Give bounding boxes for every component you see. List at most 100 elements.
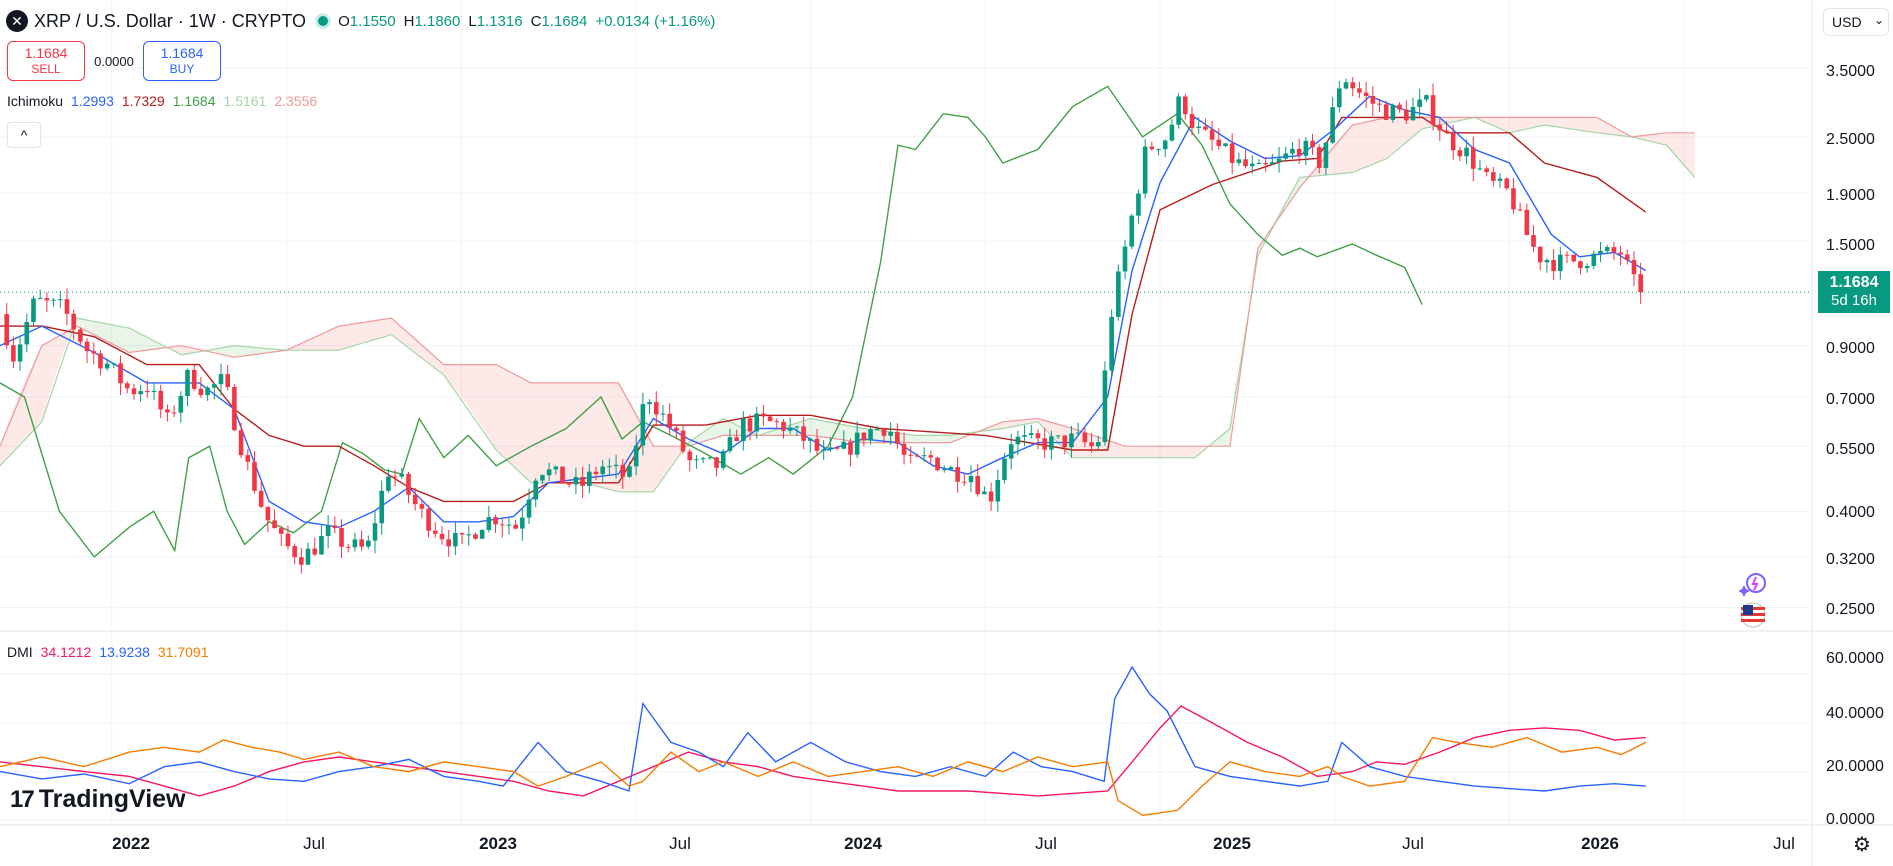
candle-down: [1491, 172, 1496, 181]
candle-down: [560, 466, 565, 484]
candle-up: [1002, 458, 1007, 480]
tradingview-logo[interactable]: 17 TradingView: [10, 785, 186, 814]
candle-up: [1330, 107, 1335, 143]
candle-down: [1363, 92, 1369, 96]
sell-button[interactable]: 1.1684 SELL: [7, 41, 85, 81]
candle-up: [968, 475, 974, 483]
candle-up: [486, 517, 492, 531]
candle-up: [1591, 253, 1597, 267]
candle-down: [1611, 247, 1617, 253]
candle-down: [1511, 188, 1516, 210]
dmi-legend[interactable]: DMI 34.1212 13.9238 31.7091: [7, 644, 209, 660]
candle-up: [1022, 435, 1027, 437]
ichimoku-cloud: [0, 117, 1695, 492]
candle-down: [848, 441, 853, 455]
collapse-legend-button[interactable]: ^: [7, 122, 41, 148]
candle-down: [1310, 140, 1315, 148]
conversion-line: [0, 95, 1647, 528]
candle-up: [372, 523, 378, 541]
candle-down: [680, 430, 686, 452]
candle-down: [131, 388, 137, 395]
y-tick-label: 0.5500: [1826, 441, 1875, 458]
candle-up: [17, 344, 23, 362]
candle-up: [1176, 96, 1181, 125]
candle-down: [1203, 126, 1208, 130]
candle-up: [1008, 444, 1014, 459]
candle-down: [1430, 95, 1436, 125]
candle-down: [98, 353, 103, 369]
candle-up: [51, 299, 56, 301]
candle-down: [1383, 104, 1389, 120]
candle-down: [359, 539, 364, 547]
market-status-icon[interactable]: [318, 16, 329, 26]
candle-up: [1598, 250, 1603, 254]
candle-down: [392, 476, 398, 478]
candle-down: [1296, 148, 1302, 156]
candle-up: [178, 395, 184, 413]
candle-down: [895, 431, 900, 444]
candle-up: [57, 299, 63, 301]
candle-up: [787, 427, 793, 431]
us-flag-icon[interactable]: [1738, 601, 1768, 629]
candle-up: [1249, 163, 1255, 167]
y-tick-label: 1.5000: [1826, 237, 1875, 254]
candle-down: [278, 528, 284, 534]
candle-down: [118, 363, 123, 384]
candle-down: [1062, 435, 1068, 448]
candle-up: [1390, 104, 1396, 120]
y-tick-label: 3.5000: [1826, 63, 1875, 80]
candle-down: [1263, 162, 1268, 165]
ichimoku-name: Ichimoku: [7, 93, 64, 109]
cloud-bearish: [0, 326, 74, 466]
candle-down: [1042, 438, 1047, 450]
candle-down: [861, 432, 867, 441]
x-tick-label: Jul: [303, 834, 325, 853]
x-tick-label: Jul: [669, 834, 691, 853]
candle-up: [1156, 149, 1161, 151]
symbol-header[interactable]: ✕ XRP / U.S. Dollar · 1W · CRYPTO O1.155…: [6, 8, 715, 34]
candle-up: [1410, 106, 1416, 121]
buy-button[interactable]: 1.1684 BUY: [143, 41, 221, 81]
candle-down: [767, 416, 773, 422]
y-tick-label: 0.7000: [1826, 391, 1875, 408]
candle-down: [1571, 254, 1577, 262]
dmi-adx-value: 34.1212: [40, 644, 92, 660]
candle-down: [687, 451, 693, 461]
symbol-title[interactable]: XRP / U.S. Dollar · 1W · CRYPTO: [34, 10, 307, 31]
candle-down: [975, 475, 981, 495]
candle-up: [1464, 147, 1469, 157]
candle-down: [1631, 260, 1637, 275]
candle-down: [1149, 146, 1155, 150]
ohlc-low: L1.1316: [468, 12, 523, 30]
cloud-bullish: [73, 318, 172, 353]
trade-panel: 1.1684 SELL 0.0000 1.1684 BUY: [7, 41, 221, 81]
candle-up: [399, 473, 405, 477]
candle-down: [935, 457, 940, 471]
candle-down: [593, 471, 599, 474]
ohlc-high: H1.1860: [403, 12, 461, 30]
candle-up: [379, 490, 385, 524]
candle-up: [1116, 271, 1121, 317]
ichimoku-legend[interactable]: Ichimoku 1.2993 1.7329 1.1684 1.5161 2.3…: [7, 93, 317, 109]
candle-up: [305, 548, 311, 565]
candle-down: [312, 548, 318, 555]
x-tick-label: 2023: [479, 834, 517, 853]
candle-up: [466, 534, 472, 536]
ai-spark-icon[interactable]: [1738, 570, 1768, 598]
candle-down: [1524, 209, 1530, 236]
candle-down: [962, 481, 967, 483]
x-tick-label: Jul: [1773, 834, 1795, 853]
candle-down: [1350, 82, 1356, 89]
candle-down: [1551, 260, 1556, 272]
candle-down: [1564, 254, 1570, 256]
currency-select[interactable]: USD ⌄: [1823, 8, 1889, 36]
candle-up: [1584, 266, 1590, 269]
candle-down: [44, 298, 50, 301]
candle-up: [111, 363, 117, 365]
candle-down: [84, 341, 90, 352]
candle-down: [91, 351, 97, 354]
gear-icon[interactable]: ⚙: [1853, 834, 1871, 856]
x-tick-label: 2024: [844, 834, 882, 853]
candle-up: [218, 374, 224, 385]
